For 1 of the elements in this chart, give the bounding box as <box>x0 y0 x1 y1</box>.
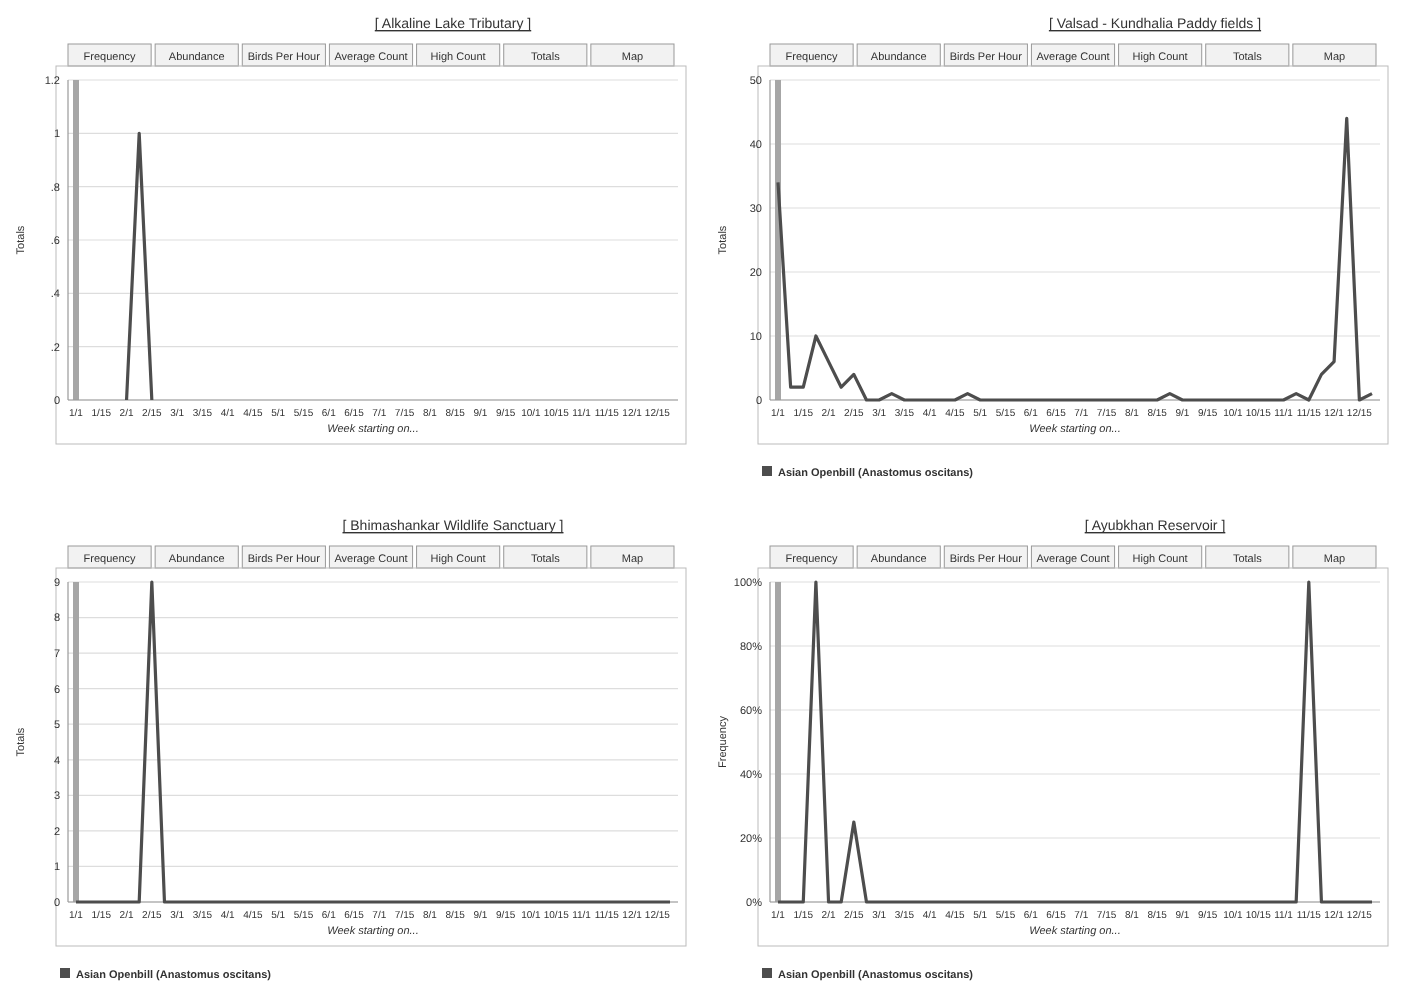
line-series <box>776 116 1374 402</box>
